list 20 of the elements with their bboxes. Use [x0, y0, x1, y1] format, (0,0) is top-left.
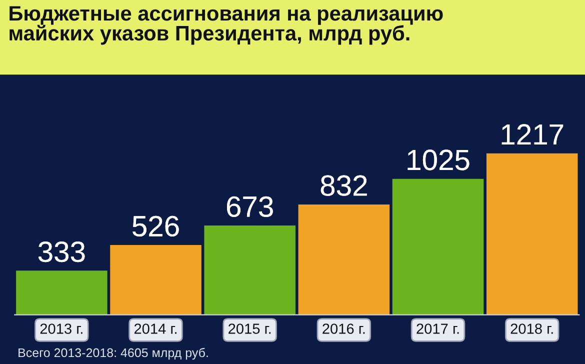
bar — [204, 226, 296, 315]
data-label: 1217 — [502, 124, 564, 145]
bar — [16, 270, 108, 315]
x-tick-label: 2013 г. — [40, 324, 82, 334]
data-label: 832 — [320, 175, 367, 196]
bar — [486, 153, 578, 315]
data-label: 333 — [38, 241, 85, 262]
data-label: 1025 — [408, 150, 470, 170]
data-label: 526 — [132, 216, 179, 237]
x-tick-label: 2016 г. — [322, 324, 365, 334]
x-tick-label: 2014 г. — [134, 324, 176, 334]
bar — [110, 245, 202, 315]
text: Всего 2013-2018: 4605 млрд руб. — [18, 348, 208, 360]
x-tick-label: 2018 г. — [510, 324, 553, 334]
chart-title: Бюджетные ассигнования на реализацию майских указов Президента, млрд руб. — [10, 6, 443, 45]
x-tick-label: 2017 г. — [416, 324, 459, 334]
bar — [392, 178, 484, 315]
x-tick-label: 2015 г. — [228, 324, 271, 334]
bar — [298, 204, 390, 315]
data-label: 673 — [226, 196, 273, 218]
